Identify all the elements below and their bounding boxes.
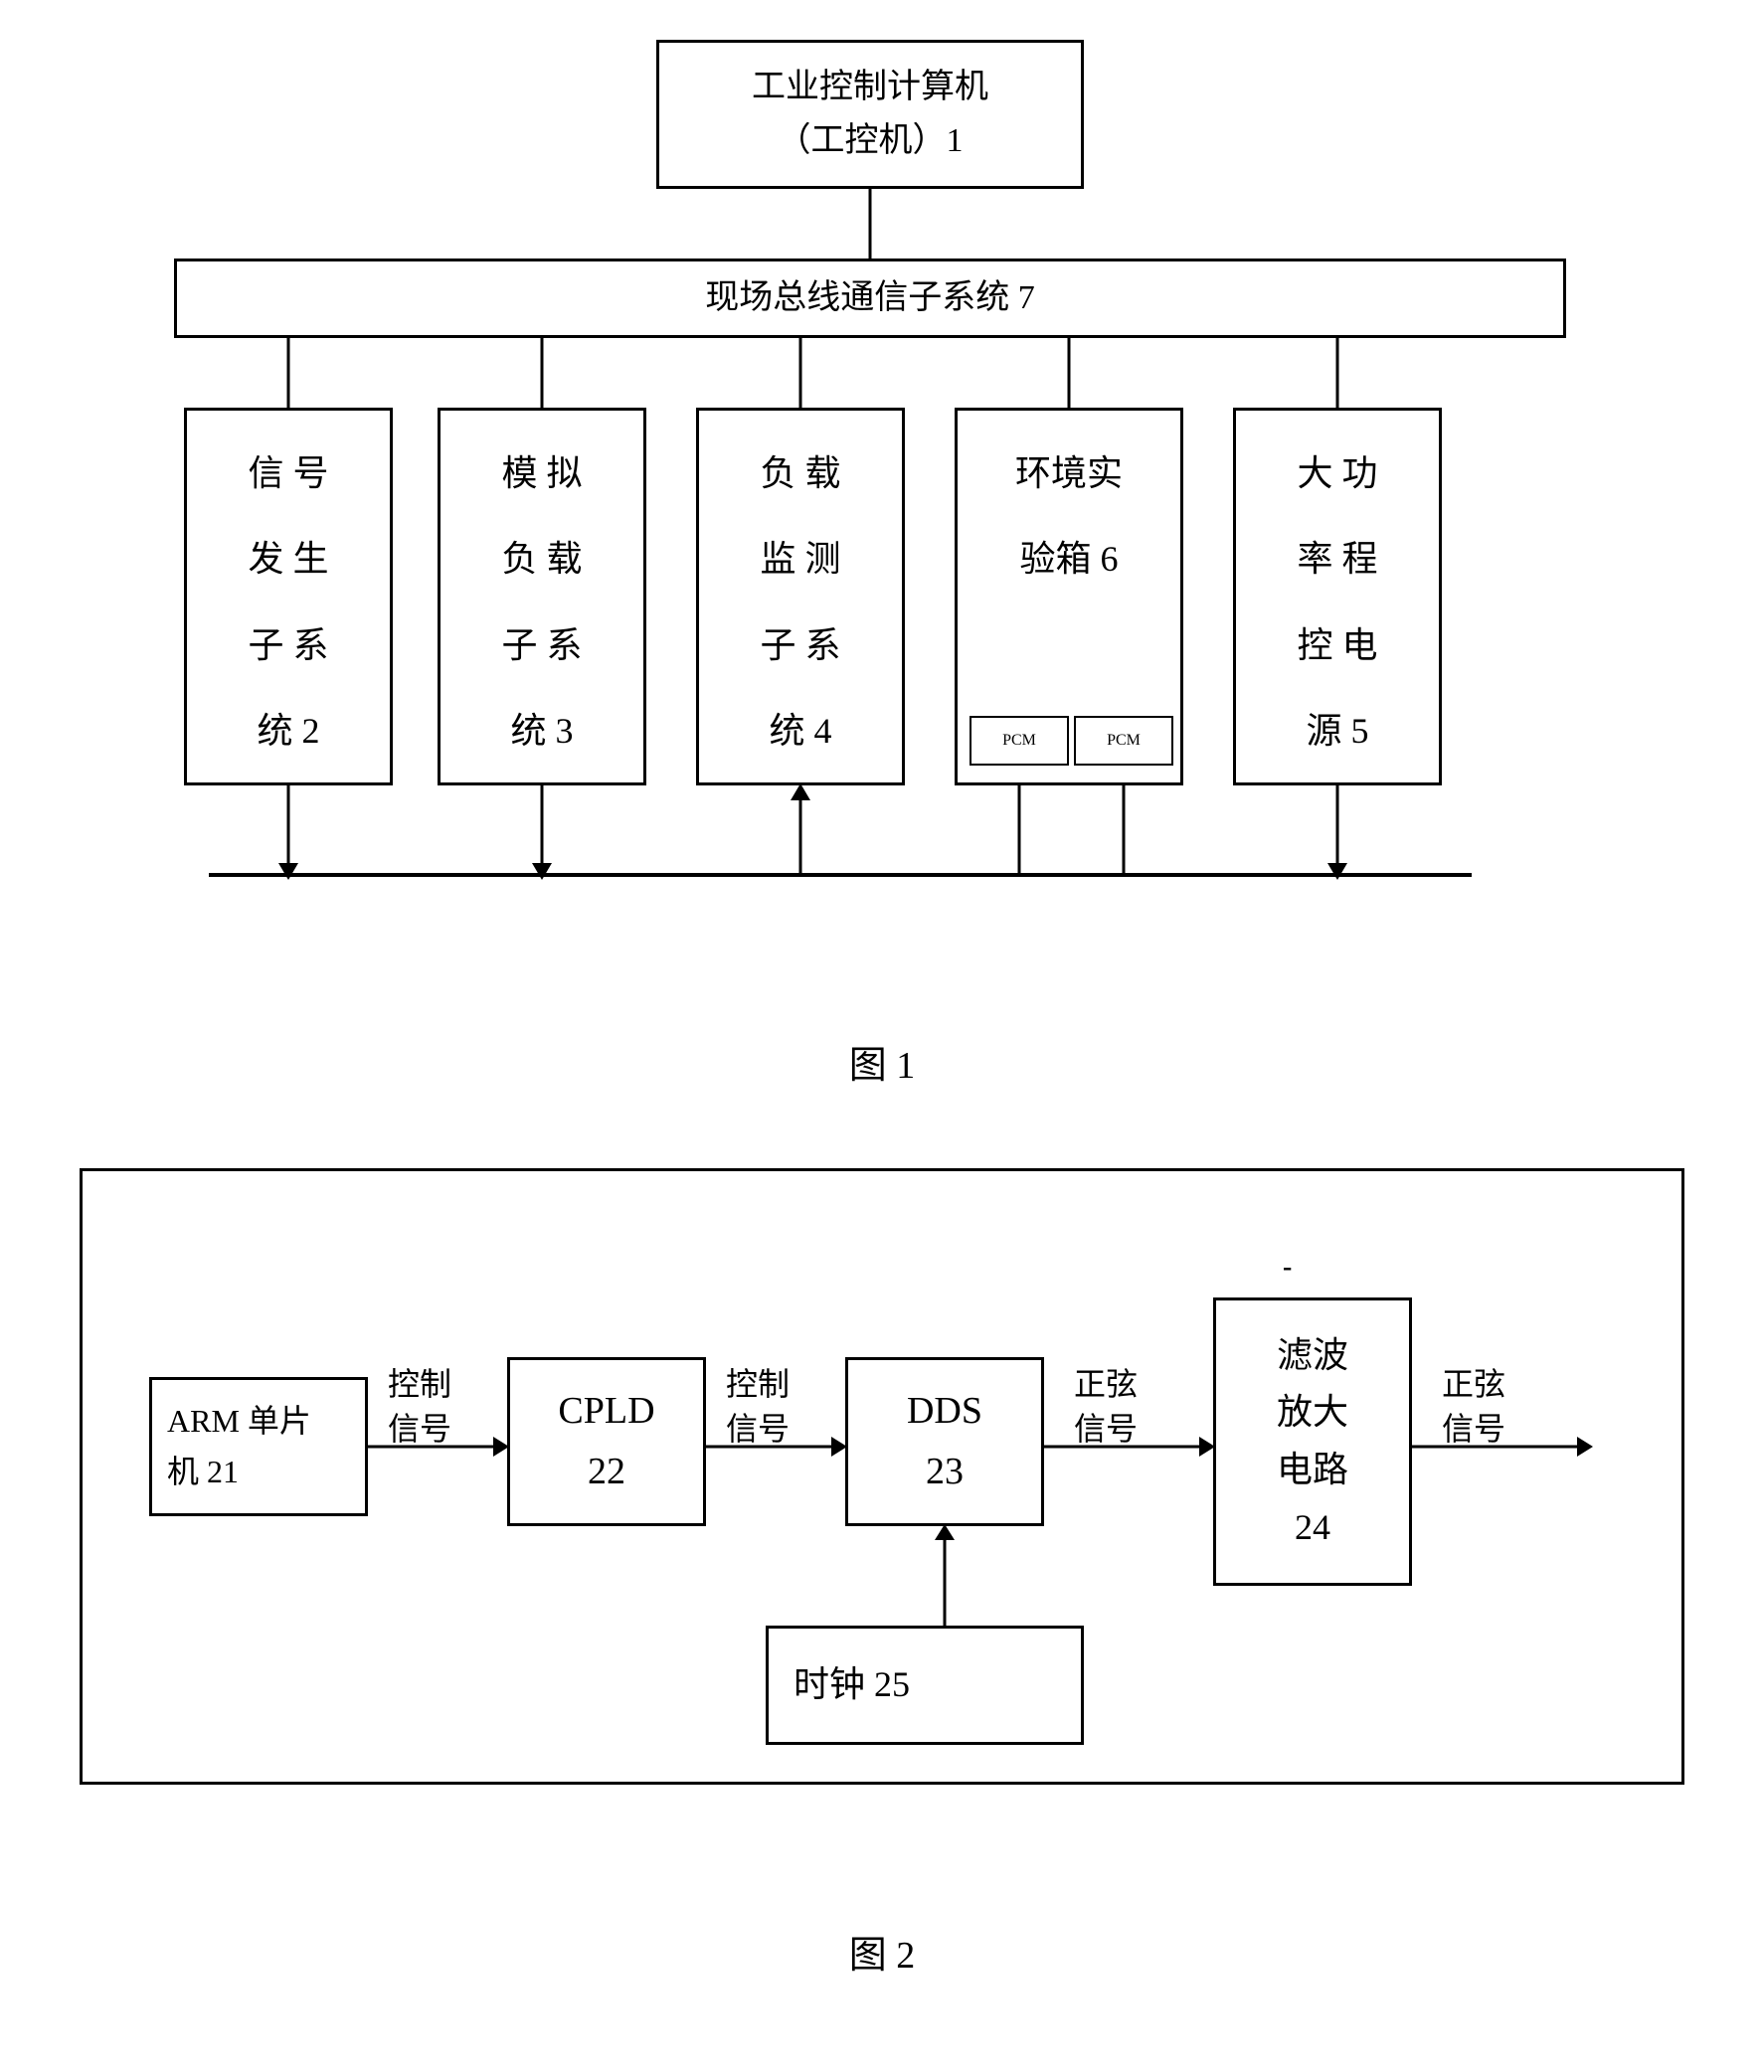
node-filter-amp: 滤波放大电路24 bbox=[1213, 1297, 1412, 1586]
node-power-supply-label: 大 功率 程控 电源 5 bbox=[1297, 431, 1377, 775]
node-clock-label: 时钟 25 bbox=[794, 1656, 910, 1714]
edge-label-arm-cpld: 控制信号 bbox=[388, 1362, 451, 1452]
figure-2-caption: 图 2 bbox=[80, 1904, 1684, 1979]
node-fieldbus-label: 现场总线通信子系统 7 bbox=[705, 271, 1035, 325]
node-load-monitor-label: 负 载监 测子 系统 4 bbox=[760, 431, 840, 775]
node-cpld-label: CPLD22 bbox=[558, 1381, 654, 1502]
node-ipc-label: 工业控制计算机（工控机）1 bbox=[752, 61, 988, 169]
figure-1-caption: 图 1 bbox=[80, 1014, 1684, 1089]
node-dds: DDS23 bbox=[845, 1357, 1044, 1526]
node-ipc: 工业控制计算机（工控机）1 bbox=[656, 40, 1084, 189]
edge-label-cpld-dds: 控制信号 bbox=[726, 1362, 790, 1452]
figure-2: ARM 单片机 21 CPLD22 DDS23 滤波放大电路24 时钟 25 控… bbox=[80, 1168, 1684, 1844]
node-signal-gen: 信 号发 生子 系统 2 bbox=[184, 408, 393, 785]
figure-1: 工业控制计算机（工控机）1 现场总线通信子系统 7 信 号发 生子 系统 2 模… bbox=[80, 40, 1684, 954]
node-env-chamber-label: 环境实验箱 6 bbox=[1015, 431, 1123, 603]
node-pcm-2-label: PCM bbox=[1107, 732, 1141, 750]
node-pcm-1: PCM bbox=[970, 716, 1069, 766]
edge-label-dds-filter: 正弦信号 bbox=[1074, 1362, 1138, 1452]
node-dds-label: DDS23 bbox=[907, 1381, 982, 1502]
edge-label-filter-out: 正弦信号 bbox=[1442, 1362, 1505, 1452]
node-signal-gen-label: 信 号发 生子 系统 2 bbox=[248, 431, 328, 775]
node-pcm-1-label: PCM bbox=[1002, 732, 1036, 750]
node-clock: 时钟 25 bbox=[766, 1626, 1084, 1745]
node-pcm-2: PCM bbox=[1074, 716, 1173, 766]
node-arm-label: ARM 单片机 21 bbox=[167, 1396, 311, 1497]
node-load-monitor: 负 载监 测子 系统 4 bbox=[696, 408, 905, 785]
node-analog-load-label: 模 拟负 载子 系统 3 bbox=[501, 431, 582, 775]
node-analog-load: 模 拟负 载子 系统 3 bbox=[438, 408, 646, 785]
node-fieldbus: 现场总线通信子系统 7 bbox=[174, 259, 1566, 338]
stray-mark: - bbox=[1283, 1248, 1292, 1287]
node-cpld: CPLD22 bbox=[507, 1357, 706, 1526]
node-filter-amp-label: 滤波放大电路24 bbox=[1277, 1327, 1348, 1556]
node-power-supply: 大 功率 程控 电源 5 bbox=[1233, 408, 1442, 785]
node-arm: ARM 单片机 21 bbox=[149, 1377, 368, 1516]
